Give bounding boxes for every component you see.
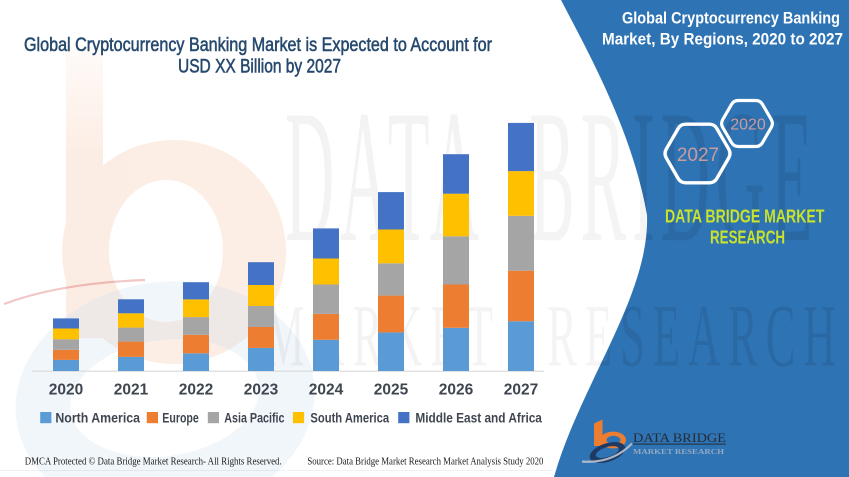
- svg-text:2025: 2025: [374, 381, 409, 398]
- svg-text:RESEARCH: RESEARCH: [710, 227, 785, 247]
- svg-text:MARKET RESEARCH: MARKET RESEARCH: [633, 449, 725, 456]
- svg-text:Source: Data Bridge Market Res: Source: Data Bridge Market Research Mark…: [307, 457, 543, 468]
- svg-text:North America: North America: [55, 411, 140, 426]
- svg-text:Global Cryptocurrency Banking: Global Cryptocurrency Banking Market is …: [24, 34, 492, 56]
- svg-text:DATA BRIDGE MARKET: DATA BRIDGE MARKET: [665, 206, 824, 226]
- svg-text:2027: 2027: [504, 381, 538, 398]
- svg-text:2021: 2021: [114, 381, 149, 398]
- svg-text:DATA BRIDGE: DATA BRIDGE: [633, 430, 726, 445]
- svg-text:USD XX Billion by 2027: USD XX Billion by 2027: [178, 55, 341, 77]
- svg-text:2026: 2026: [439, 381, 474, 398]
- svg-text:South America: South America: [310, 411, 389, 426]
- svg-text:2020: 2020: [49, 381, 83, 398]
- svg-text:2027: 2027: [677, 145, 719, 166]
- svg-text:2022: 2022: [179, 381, 213, 398]
- svg-text:2020: 2020: [730, 117, 766, 134]
- svg-text:Asia Pacific: Asia Pacific: [224, 411, 285, 426]
- svg-text:Europe: Europe: [162, 411, 199, 426]
- svg-text:Global Cryptocurrency Banking: Global Cryptocurrency Banking: [622, 8, 840, 27]
- svg-text:2023: 2023: [244, 381, 279, 398]
- svg-text:Market, By Regions, 2020 to 20: Market, By Regions, 2020 to 2027: [602, 30, 843, 49]
- svg-text:2024: 2024: [309, 381, 344, 398]
- svg-text:DMCA Protected © Data Bridge M: DMCA Protected © Data Bridge Market Rese…: [25, 457, 282, 468]
- svg-text:Middle East and Africa: Middle East and Africa: [415, 411, 542, 426]
